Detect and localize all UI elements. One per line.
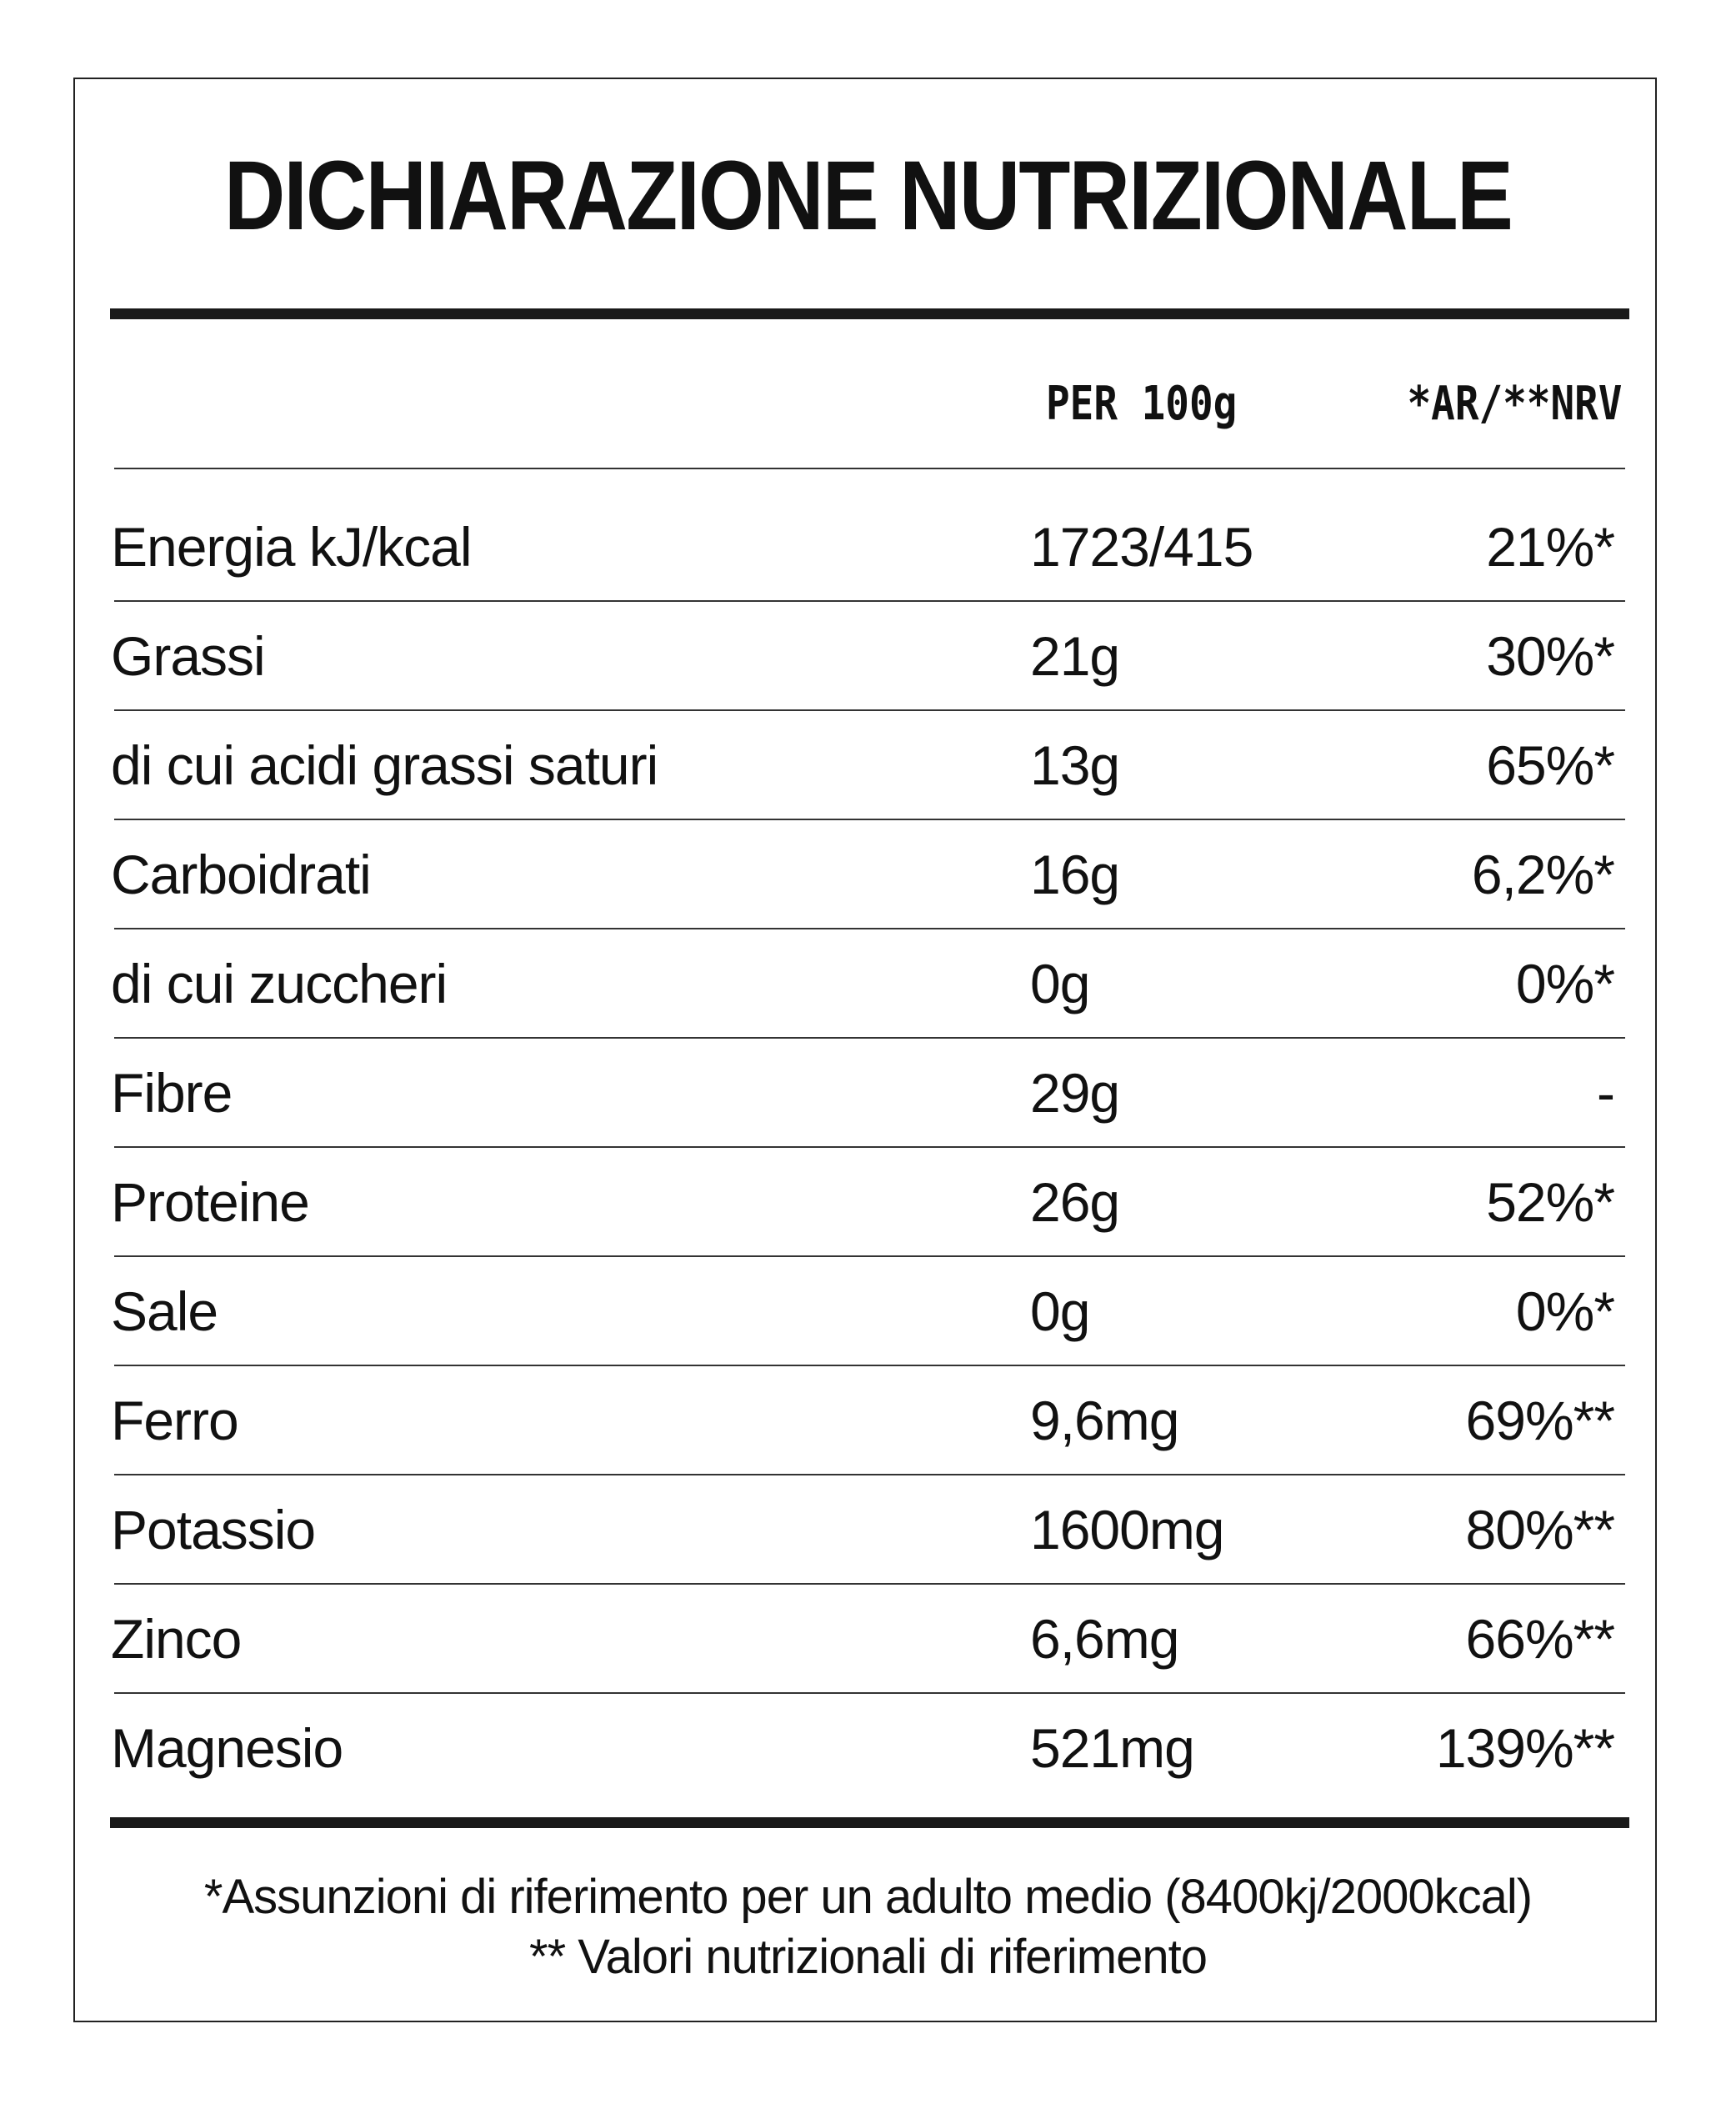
nutrient-label: di cui acidi grassi saturi <box>111 734 658 796</box>
column-header-ar-nrv: *AR/**NRV <box>1407 377 1622 431</box>
row-divider <box>114 1037 1625 1039</box>
nutrient-value: 1723/415 <box>1030 516 1253 578</box>
nutrient-value: 26g <box>1030 1171 1120 1233</box>
table-row: Proteine 26g 52%* <box>0 1147 1736 1256</box>
table-row: Energia kJ/kcal 1723/415 21%* <box>0 492 1736 601</box>
nutrient-label: Sale <box>111 1280 218 1342</box>
row-divider <box>114 928 1625 929</box>
nutrient-label: Magnesio <box>111 1717 343 1779</box>
nutrient-percent: 52%* <box>1486 1171 1615 1233</box>
header-divider <box>114 468 1625 469</box>
nutrient-value: 9,6mg <box>1030 1390 1179 1451</box>
table-row: Zinco 6,6mg 66%** <box>0 1584 1736 1693</box>
nutrient-label: Fibre <box>111 1062 233 1124</box>
nutrient-label: Proteine <box>111 1171 310 1233</box>
nutrient-percent: 21%* <box>1486 516 1615 578</box>
nutrient-percent: 6,2%* <box>1471 844 1615 905</box>
label-frame <box>73 78 1657 2022</box>
nutrient-value: 29g <box>1030 1062 1120 1124</box>
table-row: di cui acidi grassi saturi 13g 65%* <box>0 710 1736 819</box>
nutrient-percent: 0%* <box>1515 1280 1615 1342</box>
table-row: Ferro 9,6mg 69%** <box>0 1365 1736 1475</box>
nutrient-percent: 66%** <box>1465 1608 1615 1670</box>
nutrient-percent: 80%** <box>1465 1499 1615 1560</box>
nutrient-label: Carboidrati <box>111 844 372 905</box>
nutrient-value: 521mg <box>1030 1717 1195 1779</box>
row-divider <box>114 1583 1625 1585</box>
nutrient-label: Zinco <box>111 1608 242 1670</box>
row-divider <box>114 1255 1625 1257</box>
top-rule <box>110 308 1629 319</box>
nutrient-label: di cui zuccheri <box>111 953 448 1014</box>
row-divider <box>114 819 1625 820</box>
nutrient-label: Grassi <box>111 625 266 687</box>
row-divider <box>114 1474 1625 1475</box>
nutrient-percent: 139%** <box>1435 1717 1615 1779</box>
nutrient-label: Potassio <box>111 1499 316 1560</box>
nutrient-percent: 65%* <box>1486 734 1615 796</box>
nutrient-value: 1600mg <box>1030 1499 1225 1560</box>
column-header-per100: PER 100g <box>1046 377 1238 431</box>
row-divider <box>114 1692 1625 1694</box>
nutrient-percent: 69%** <box>1465 1390 1615 1451</box>
table-row: Magnesio 521mg 139%** <box>0 1693 1736 1802</box>
nutrient-value: 0g <box>1030 1280 1090 1342</box>
nutrient-value: 0g <box>1030 953 1090 1014</box>
nutrient-label: Energia kJ/kcal <box>111 516 473 578</box>
footnote-nrv: ** Valori nutrizionali di riferimento <box>529 1930 1208 1984</box>
nutrient-percent: 30%* <box>1486 625 1615 687</box>
nutrient-percent: 0%* <box>1515 953 1615 1014</box>
nutrient-label: Ferro <box>111 1390 239 1451</box>
table-row: di cui zuccheri 0g 0%* <box>0 929 1736 1038</box>
row-divider <box>114 709 1625 711</box>
table-row: Fibre 29g - <box>0 1038 1736 1147</box>
nutrient-value: 13g <box>1030 734 1120 796</box>
row-divider <box>114 1365 1625 1366</box>
row-divider <box>114 600 1625 602</box>
table-row: Carboidrati 16g 6,2%* <box>0 819 1736 929</box>
table-row: Grassi 21g 30%* <box>0 601 1736 710</box>
nutrient-value: 21g <box>1030 625 1120 687</box>
table-row: Sale 0g 0%* <box>0 1256 1736 1365</box>
nutrient-value: 16g <box>1030 844 1120 905</box>
page-title: DICHIARAZIONE NUTRIZIONALE <box>223 141 1513 251</box>
bottom-rule <box>110 1817 1629 1828</box>
nutrient-percent: - <box>1597 1062 1615 1124</box>
footnote-ar: *Assunzioni di riferimento per un adulto… <box>203 1870 1533 1924</box>
nutrient-value: 6,6mg <box>1030 1608 1179 1670</box>
row-divider <box>114 1146 1625 1148</box>
table-row: Potassio 1600mg 80%** <box>0 1475 1736 1584</box>
